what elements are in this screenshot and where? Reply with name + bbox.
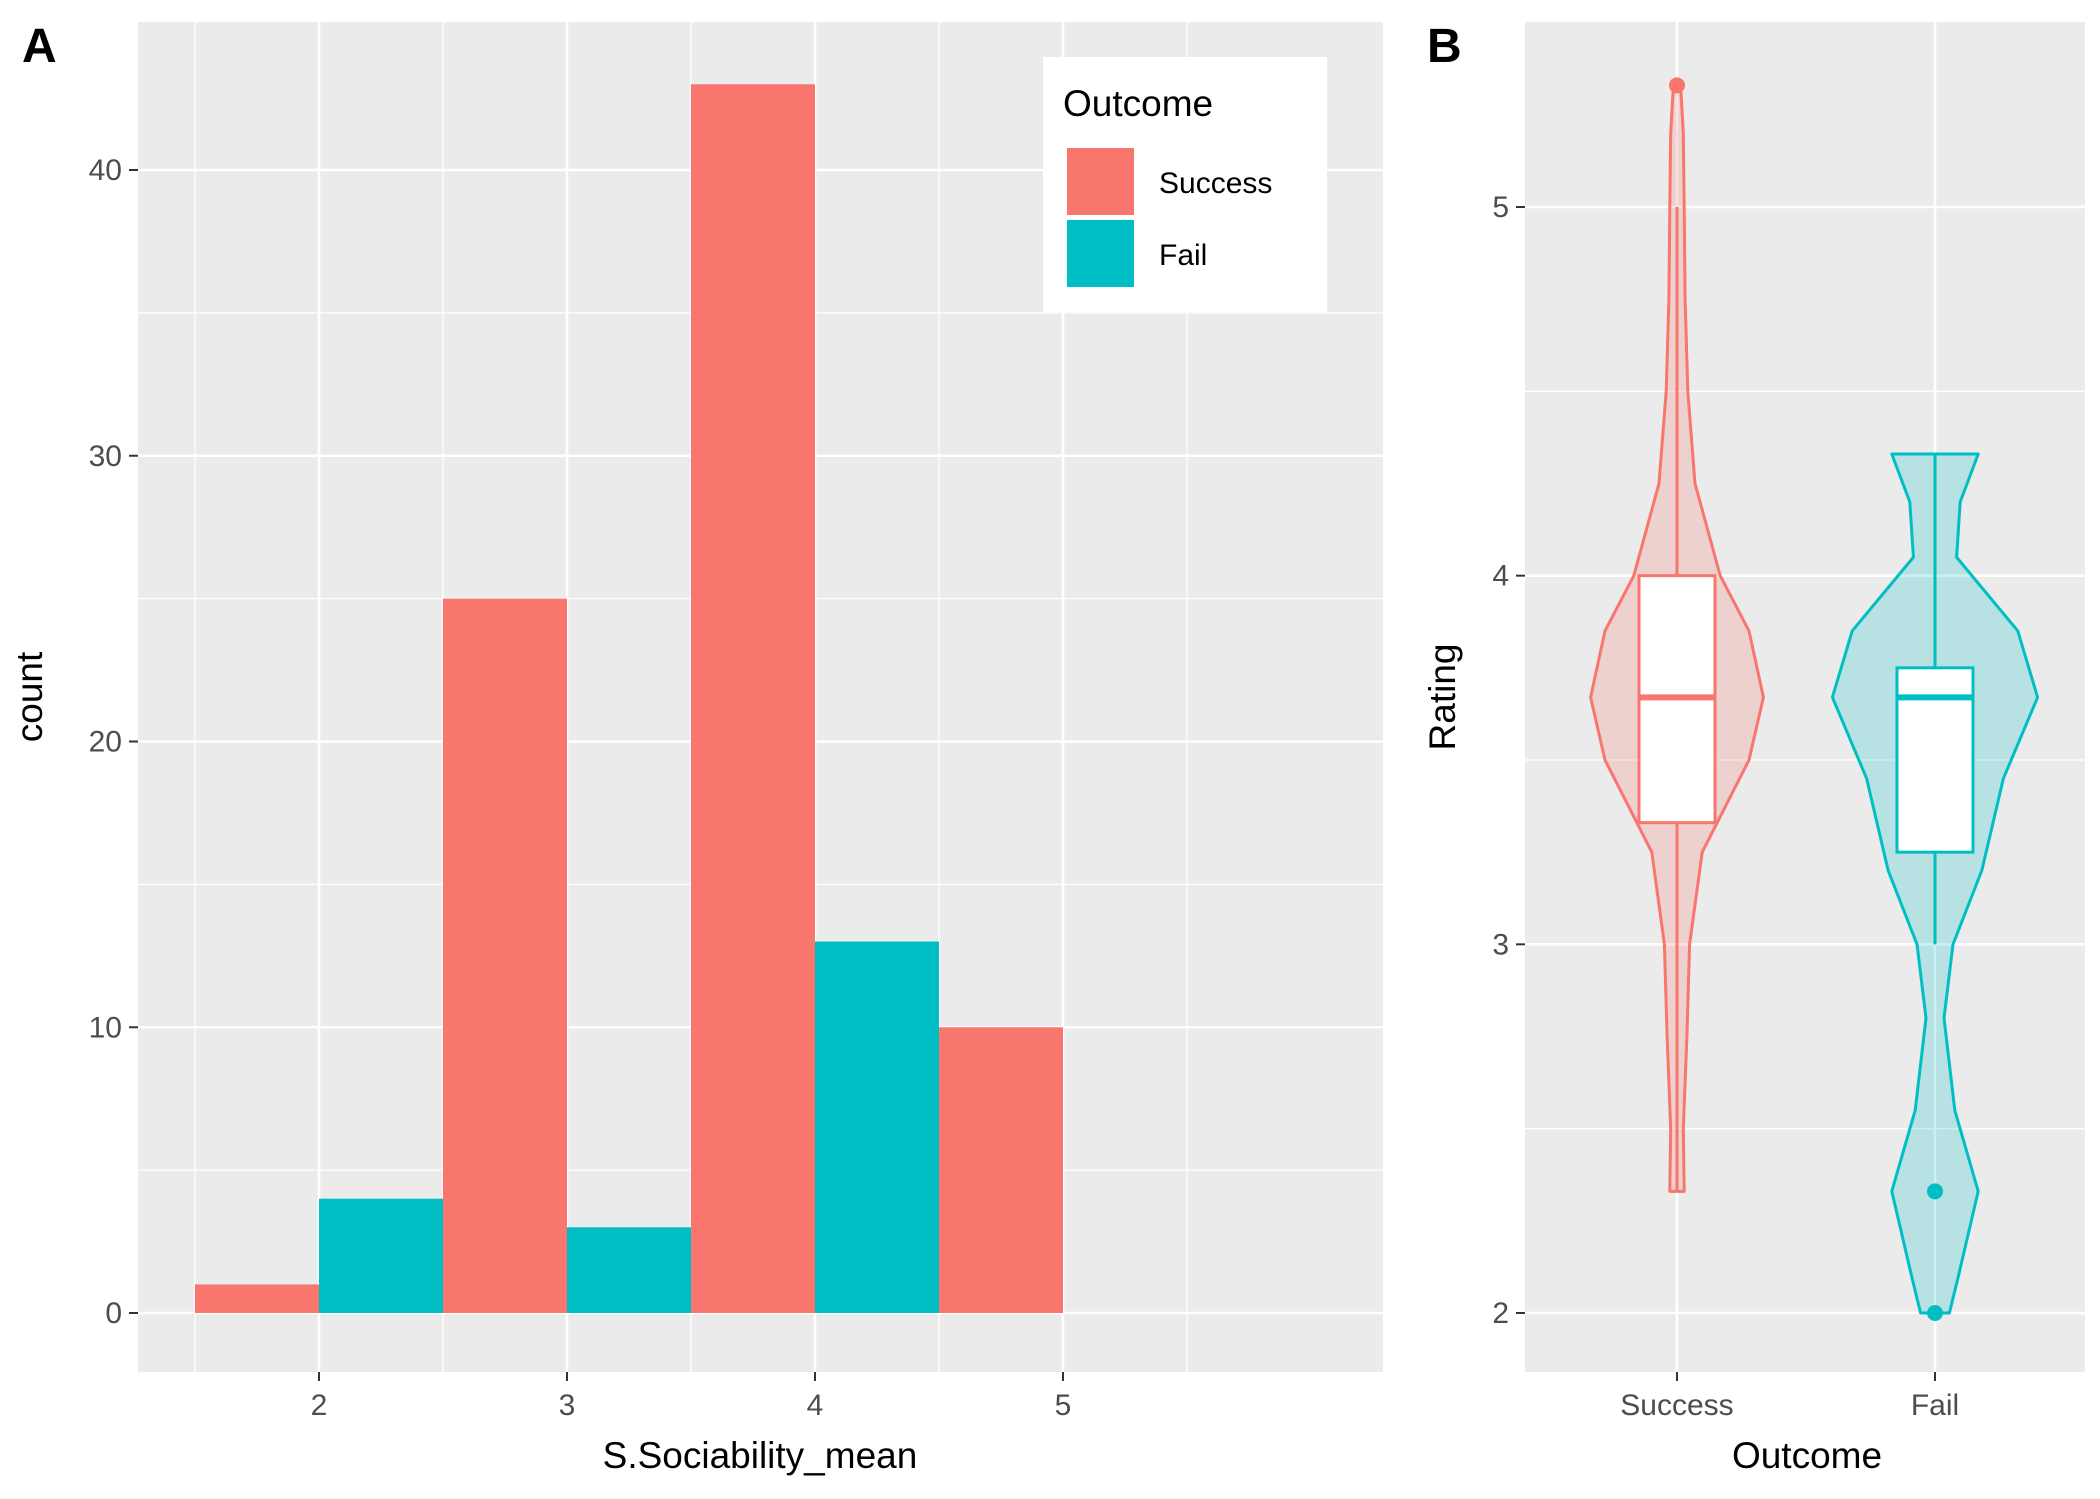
x-tick-label: 4 <box>807 1389 824 1422</box>
bar-fail-4 <box>815 941 939 1313</box>
panel-a-y-axis-title: count <box>9 651 50 742</box>
bar-fail-3 <box>567 1227 691 1313</box>
x-tick-label-fail: Fail <box>1911 1389 1959 1422</box>
panel-b-y-ticks: 2 3 4 5 <box>1492 191 1525 1330</box>
x-tick-label: 3 <box>559 1389 576 1422</box>
x-tick-label: 5 <box>1055 1389 1072 1422</box>
panel-b-y-axis-title: Rating <box>1422 644 1463 751</box>
panel-a-x-axis-title: S.Sociability_mean <box>603 1435 918 1476</box>
x-tick-label: 2 <box>311 1389 328 1422</box>
outlier-point-success <box>1669 77 1685 94</box>
bar-success-1.5 <box>195 1284 319 1313</box>
y-tick-label: 4 <box>1492 560 1509 593</box>
violin-group-fail <box>1830 452 2040 1321</box>
panel-a-x-ticks: 2 3 4 5 <box>311 1372 1072 1422</box>
panel-a-tag: A <box>22 20 57 73</box>
panel-b-background <box>1525 22 2085 1372</box>
bar-success-3.5 <box>691 84 815 1313</box>
x-tick-label-success: Success <box>1620 1389 1733 1422</box>
panel-a-bars <box>195 84 1063 1313</box>
panel-b-tag: B <box>1427 20 1462 73</box>
legend-key-success <box>1067 148 1134 215</box>
bar-success-4.5 <box>939 1027 1063 1313</box>
outlier-point-fail <box>1927 1305 1943 1321</box>
bar-fail-2 <box>319 1198 443 1313</box>
panel-b-x-ticks: Success Fail <box>1620 1372 1959 1422</box>
y-tick-label: 40 <box>89 154 122 187</box>
legend-key-fail <box>1067 220 1134 287</box>
y-tick-label: 2 <box>1492 1297 1509 1330</box>
legend: Outcome Success Fail <box>1043 57 1327 312</box>
violin-group-success <box>1589 77 1765 1193</box>
legend-title: Outcome <box>1063 83 1213 124</box>
y-tick-label: 5 <box>1492 191 1509 224</box>
legend-label-fail: Fail <box>1159 239 1207 272</box>
y-tick-label: 10 <box>89 1011 122 1044</box>
y-tick-label: 30 <box>89 440 122 473</box>
bar-success-2.5 <box>443 598 567 1313</box>
y-tick-label: 3 <box>1492 928 1509 961</box>
panel-b-violins <box>1589 77 2040 1321</box>
y-tick-label: 20 <box>89 726 122 759</box>
outlier-point-fail <box>1927 1183 1943 1200</box>
y-tick-label: 0 <box>105 1297 122 1330</box>
panel-a-y-ticks: 0 10 20 30 40 <box>89 154 138 1330</box>
legend-label-success: Success <box>1159 167 1272 200</box>
panel-b-x-axis-title: Outcome <box>1732 1435 1882 1476</box>
